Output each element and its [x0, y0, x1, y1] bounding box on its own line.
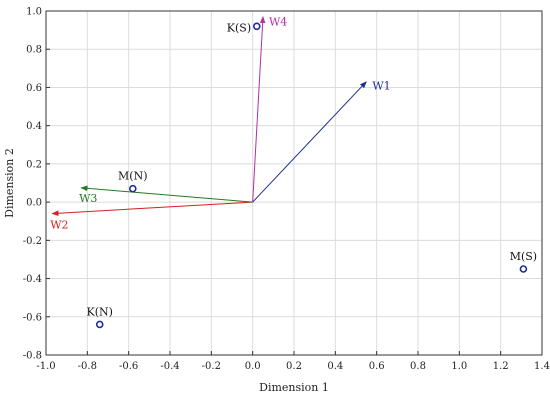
y-tick-label: -0.4 [23, 274, 42, 285]
point-marker [95, 320, 104, 329]
vector-label: W4 [269, 16, 287, 29]
vector-label: W3 [79, 192, 97, 205]
y-tick-label: -0.2 [23, 236, 42, 247]
x-tick-label: -0.8 [78, 361, 97, 372]
y-tick-label: 0.4 [26, 121, 42, 132]
point-marker [129, 184, 137, 193]
x-axis-title: Dimension 1 [259, 381, 329, 394]
x-tick-label: 0.4 [327, 361, 343, 372]
y-tick-label: -0.8 [23, 351, 42, 362]
x-tick-label: 1.0 [451, 361, 467, 372]
vector-w2-arrow [51, 201, 253, 217]
point-label: K(S) [227, 21, 251, 34]
x-tick-label: -0.4 [160, 361, 179, 372]
x-tick-label: 0.8 [410, 361, 426, 372]
y-tick-label: 0.0 [26, 198, 42, 209]
y-axis-title: Dimension 2 [3, 148, 16, 218]
x-tick-label: 1.2 [493, 361, 509, 372]
point-marker [252, 22, 261, 31]
point-label: M(N) [118, 170, 147, 183]
vector-w1-arrow [252, 81, 367, 203]
point-label: K(N) [87, 305, 113, 318]
y-tick-label: -0.6 [23, 312, 42, 323]
points: K(S) M(N) M(S) K(N) [87, 21, 537, 329]
x-tick-label: 0.2 [286, 361, 302, 372]
x-tick-label: 1.4 [534, 361, 550, 372]
point-label: M(S) [510, 250, 537, 263]
vector-w3-arrow [80, 185, 253, 203]
vector-w4-arrow [252, 16, 266, 203]
x-tick-label: -0.6 [119, 361, 138, 372]
y-tick-label: 0.6 [26, 83, 42, 94]
x-tick-label: -1.0 [36, 361, 55, 372]
vector-label: W1 [372, 80, 390, 93]
y-tick-label: 1.0 [26, 7, 42, 18]
x-tick-label: 0.6 [369, 361, 385, 372]
point-marker [519, 265, 528, 273]
x-tick-label: 0.0 [245, 361, 261, 372]
grid [45, 10, 543, 356]
vectors: W1 W2 W3 W4 [50, 16, 390, 232]
y-tick-label: 0.8 [26, 45, 42, 56]
y-tick-label: 0.2 [26, 159, 42, 170]
axis-ticks: -1.0 -0.8 -0.6 -0.4 -0.2 0.0 0.2 0.4 0.6 0.8 1.0 1.… [23, 7, 550, 373]
x-tick-label: -0.2 [202, 361, 221, 372]
vector-label: W2 [50, 219, 68, 232]
